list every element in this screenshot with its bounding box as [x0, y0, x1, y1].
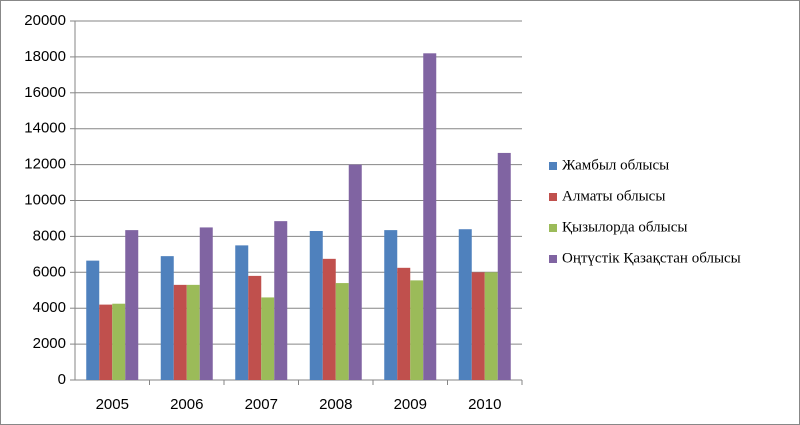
x-tick-label: 2008	[319, 396, 352, 413]
y-tick-label: 4000	[33, 299, 66, 316]
bar	[173, 284, 187, 380]
x-tick-label: 2007	[245, 396, 278, 413]
y-tick-label: 8000	[33, 227, 66, 244]
bar	[125, 230, 139, 380]
bar	[384, 230, 398, 380]
bar	[348, 164, 362, 380]
x-tick-label: 2005	[96, 396, 129, 413]
bar	[458, 229, 472, 380]
bar	[335, 283, 349, 380]
bar	[497, 152, 511, 380]
x-tick-label: 2009	[394, 396, 427, 413]
legend-swatch	[549, 255, 557, 263]
bar	[235, 245, 249, 380]
y-tick-label: 14000	[24, 120, 66, 137]
bar	[199, 227, 213, 380]
bar	[397, 267, 411, 380]
y-tick-label: 6000	[33, 263, 66, 280]
legend-label: Қызылорда облысы	[562, 219, 687, 235]
y-tick-label: 16000	[24, 84, 66, 101]
legend-swatch	[549, 162, 557, 170]
bar	[410, 280, 424, 380]
y-tick-label: 10000	[24, 191, 66, 208]
y-tick-label: 2000	[33, 335, 66, 352]
bar	[471, 272, 485, 380]
bar	[248, 275, 262, 380]
y-tick-label: 20000	[24, 12, 66, 29]
bar	[261, 297, 275, 380]
legend-label: Жамбыл облысы	[562, 157, 669, 173]
bar	[484, 272, 498, 380]
bar	[274, 221, 288, 380]
bar	[322, 258, 336, 380]
bar	[99, 304, 113, 380]
bar	[309, 231, 323, 380]
x-tick-label: 2006	[170, 396, 203, 413]
y-tick-label: 0	[58, 371, 66, 388]
bar	[112, 303, 126, 380]
bar	[86, 260, 100, 380]
x-tick-label: 2010	[468, 396, 501, 413]
bar	[186, 284, 200, 380]
legend-label: Оңтүстік Қазақстан облысы	[562, 250, 741, 266]
legend-swatch	[549, 193, 557, 201]
y-tick-label: 18000	[24, 48, 66, 65]
bar	[423, 53, 437, 381]
legend-swatch	[549, 224, 557, 232]
legend-label: Алматы облысы	[562, 188, 665, 204]
y-tick-label: 12000	[24, 156, 66, 173]
bar	[160, 256, 174, 380]
